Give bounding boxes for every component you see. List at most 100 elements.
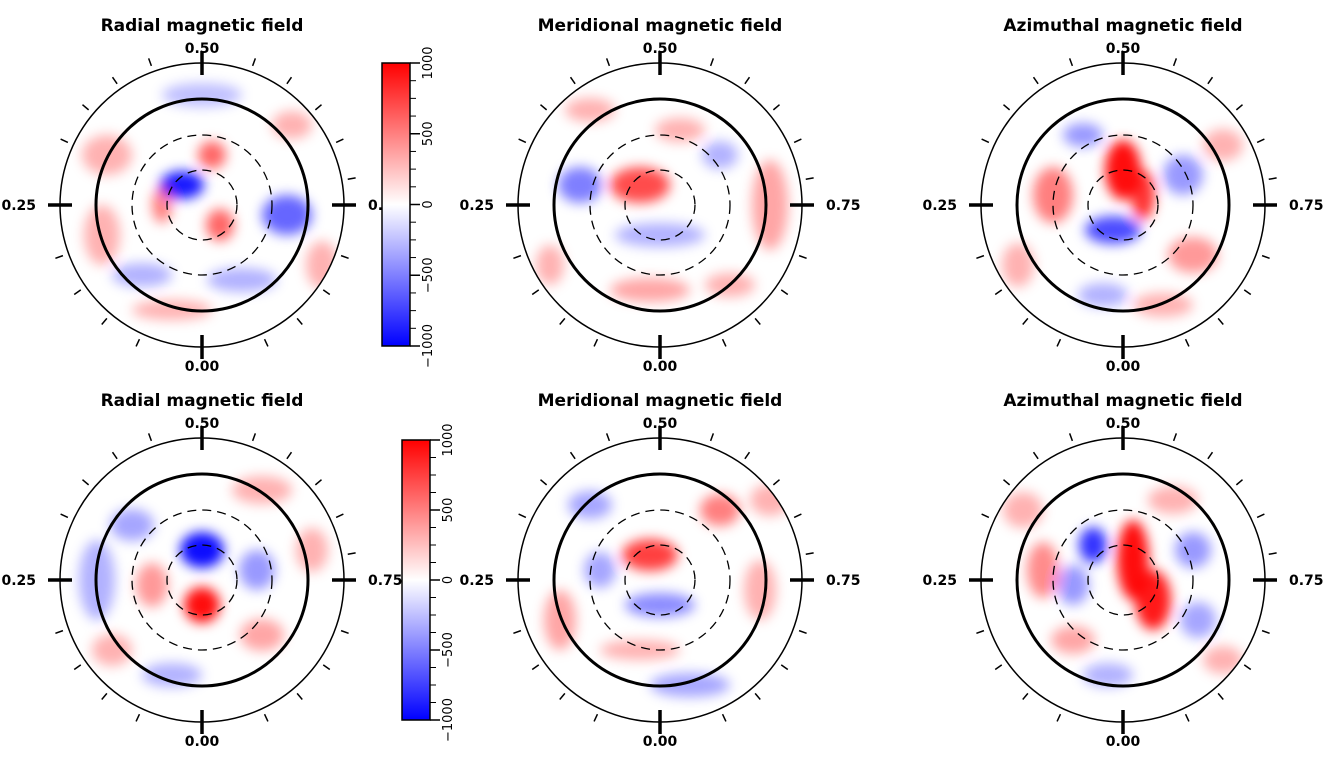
panel-bottom-azimuthal: Azimuthal magnetic field 0.50 0.00 0.25 0.75 (922, 391, 1323, 750)
panel-top-azimuthal-blob-9 (1133, 293, 1193, 317)
panel-top-radial-phase-tick-0 (263, 338, 269, 347)
panel-top-azimuthal-phase-tick-11 (1003, 104, 1011, 111)
panel-top-meridional-phase-label-top: 0.50 (643, 41, 678, 57)
panel-bottom-radial-phase-tick-12 (60, 513, 69, 519)
panel-bottom-meridional-blob-5 (544, 590, 576, 650)
colorbar-top: 1000 500 0 −500 −1000 (381, 46, 436, 368)
panel-top-radial-phase-tick-5 (335, 138, 344, 144)
colorbar-0-tick-label-0: 1000 (421, 46, 436, 79)
panel-bottom-radial-blob-9 (296, 528, 328, 572)
panel-top-meridional-phase-tick-9 (605, 58, 611, 67)
panel-bottom-radial-blob-1 (184, 587, 220, 623)
panel-top-meridional-phase-label-right: 0.75 (826, 198, 861, 214)
panel-bottom-meridional-blob-0 (622, 539, 678, 571)
panel-top-radial-title: Radial magnetic field (101, 16, 304, 36)
panel-bottom-radial-phase-label-left: 0.25 (1, 573, 36, 589)
panel-top-radial-phase-label-bottom: 0.00 (185, 359, 220, 375)
panel-bottom-radial-latitude-30-circle (166, 544, 238, 616)
panel-top-meridional-phase-tick-12 (518, 138, 527, 144)
panel-bottom-radial-phase-tick-0 (263, 713, 269, 722)
panel-bottom-azimuthal-phase-tick-2 (1243, 664, 1252, 671)
panel-top-azimuthal-latitude-30-circle (1087, 169, 1159, 241)
panel-top-radial-phase-tick-2 (322, 289, 331, 296)
panel-bottom-meridional-phase-tick-5 (793, 513, 802, 519)
panel-top-meridional-phase-tick-13 (513, 254, 522, 260)
colorbar-1-tick-label-2: 0 (441, 576, 456, 584)
panel-bottom-radial-blob-5 (240, 619, 284, 651)
panel-top-azimuthal-phase-tick-2 (1243, 289, 1252, 296)
panel-top-meridional-phase-tick-4 (805, 177, 814, 181)
panel-top-azimuthal-phase-tick-15 (1022, 317, 1029, 325)
panel-top-meridional-blob-0 (610, 167, 670, 203)
panel-bottom-radial: Radial magnetic field 0.50 0.00 0.25 0.75 (1, 391, 402, 750)
panel-bottom-azimuthal-blob-6 (1180, 602, 1216, 638)
colorbar-1-tick-label-0: 1000 (441, 423, 456, 456)
panel-bottom-azimuthal-phase-tick-6 (1235, 479, 1243, 486)
panel-top-azimuthal-phase-tick-6 (1235, 104, 1243, 111)
panel-top-radial-blob-8 (207, 268, 277, 292)
panel-top-meridional-blob-4 (752, 160, 788, 250)
panel-bottom-azimuthal-blob-2 (1079, 527, 1107, 563)
panel-top-azimuthal-phase-tick-4 (1268, 177, 1277, 181)
panel-bottom-radial-phase-tick-4 (347, 552, 356, 556)
panel-top-azimuthal-phase-tick-3 (1261, 254, 1270, 260)
panel-bottom-meridional-phase-tick-12 (518, 513, 527, 519)
panel-top-azimuthal-phase-tick-7 (1207, 76, 1214, 85)
panel-bottom-radial-blob-2 (136, 563, 168, 607)
panel-bottom-azimuthal-latitude-60-circle (1052, 509, 1194, 651)
colorbar-bottom: 1000 500 0 −500 −1000 (401, 423, 456, 742)
panel-bottom-radial-phase-tick-2 (322, 664, 331, 671)
panel-bottom-radial-phase-tick-5 (335, 513, 344, 519)
panel-top-radial-phase-tick-13 (55, 254, 64, 260)
panel-top-azimuthal-phase-tick-16 (1056, 338, 1062, 347)
panel-bottom-azimuthal-blob-3 (1057, 565, 1089, 605)
panel-top-radial-blob-4 (262, 195, 312, 235)
panel-bottom-azimuthal-phase-tick-3 (1261, 629, 1270, 635)
panel-top-azimuthal-phase-tick-1 (1217, 317, 1224, 325)
panel-bottom-radial-blob-3 (239, 550, 275, 590)
panel-top-meridional-phase-tick-0 (721, 338, 727, 347)
panel-bottom-azimuthal-blob-1 (1135, 570, 1171, 630)
panel-top-azimuthal-field (981, 63, 1265, 347)
panel-bottom-radial-phase-tick-1 (296, 692, 303, 700)
panel-top-azimuthal-blob-8 (1002, 243, 1034, 287)
panel-top-radial-blob-0 (160, 171, 204, 199)
panel-bottom-meridional-blob-8 (650, 673, 730, 697)
panel-bottom-meridional-phase-tick-13 (513, 629, 522, 635)
panel-top-radial-phase-tick-6 (314, 104, 322, 111)
colorbar-top-gradient (381, 62, 411, 347)
panel-top-meridional-phase-tick-16 (593, 338, 599, 347)
panel-bottom-meridional-phase-tick-14 (531, 664, 540, 671)
colorbar-0-tick-label-4: −1000 (421, 324, 436, 368)
panel-bottom-azimuthal-phase-tick-10 (1032, 451, 1039, 460)
panel-bottom-meridional-field (518, 438, 802, 722)
panel-top-radial-phase-tick-15 (101, 317, 108, 325)
panel-bottom-meridional-phase-tick-11 (540, 479, 548, 486)
panel-bottom-meridional-phase-tick-9 (605, 433, 611, 442)
panel-top-azimuthal: Azimuthal magnetic field 0.50 0.00 0.25 0.75 (922, 16, 1323, 375)
panel-top-meridional-equator-circle (552, 97, 768, 313)
panel-top-meridional-phase-tick-8 (709, 58, 715, 67)
panel-bottom-radial-blob-8 (142, 663, 202, 687)
panel-top-azimuthal-blob-1 (1131, 170, 1155, 220)
panel-top-meridional-phase-tick-14 (531, 289, 540, 296)
panel-top-azimuthal-phase-label-left: 0.25 (922, 198, 957, 214)
panel-top-azimuthal-blob-5 (1168, 237, 1218, 273)
panel-bottom-radial-phase-tick-10 (111, 451, 118, 460)
panel-top-meridional-blob-1 (558, 167, 602, 203)
panel-top-meridional-title: Meridional magnetic field (538, 16, 783, 36)
panel-top-azimuthal-phase-tick-0 (1184, 338, 1190, 347)
panel-bottom-azimuthal-phase-tick-15 (1022, 692, 1029, 700)
panel-top-meridional: Meridional magnetic field 0.50 0.00 0.25 0.7… (459, 16, 860, 375)
colorbar-0-tick-label-3: −500 (421, 257, 436, 293)
panel-bottom-radial-phase-label-bottom: 0.00 (185, 734, 220, 750)
panel-top-radial-phase-tick-7 (286, 76, 293, 85)
panel-top-radial-phase-tick-4 (347, 177, 356, 181)
panel-bottom-radial-phase-tick-8 (251, 433, 257, 442)
panel-top-radial-phase-tick-10 (111, 76, 118, 85)
panel-bottom-radial-phase-tick-7 (286, 451, 293, 460)
panel-top-meridional-blob-2 (615, 223, 705, 247)
panel-bottom-meridional-phase-tick-10 (569, 451, 576, 460)
panel-top-meridional-blob-6 (702, 141, 738, 169)
panel-bottom-radial-phase-tick-6 (314, 479, 322, 486)
